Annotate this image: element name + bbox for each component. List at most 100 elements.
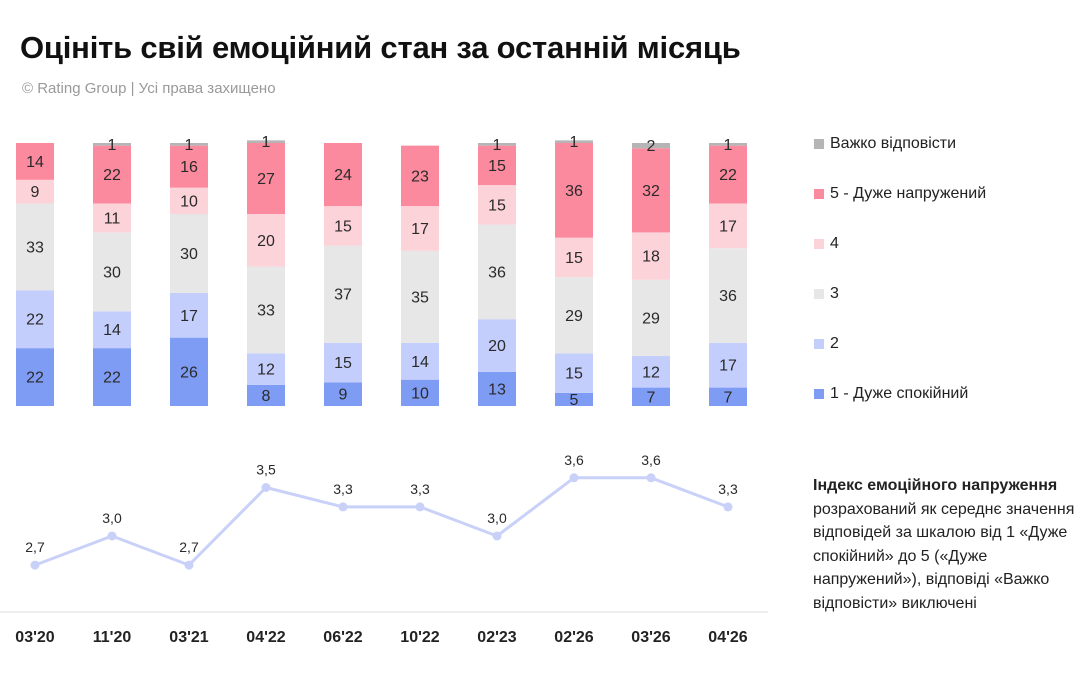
index-point-label: 2,7 xyxy=(25,539,45,555)
category-label: 11'20 xyxy=(93,629,132,646)
bar-segment-label: 15 xyxy=(488,158,506,175)
legend-label: Важко відповісти xyxy=(830,135,956,153)
index-note-title: Індекс емоційного напруження xyxy=(813,474,1075,498)
bar-segment-label: 36 xyxy=(565,183,583,200)
legend-label: 1 - Дуже спокійний xyxy=(830,385,968,403)
bar-segment-label: 23 xyxy=(411,168,429,185)
bar-segment-label: 15 xyxy=(334,218,352,235)
bar-segment-label: 36 xyxy=(488,264,506,281)
legend-item: 4 xyxy=(814,235,839,253)
bar-segment-label: 12 xyxy=(257,362,275,379)
bar-segment-label: 12 xyxy=(642,364,660,381)
legend-swatch xyxy=(814,139,824,149)
legend-swatch xyxy=(814,289,824,299)
bar-segment-label: 7 xyxy=(724,389,733,406)
legend-item: 1 - Дуже спокійний xyxy=(814,385,968,403)
bar-segment-label: 15 xyxy=(565,250,583,267)
bar-segment-label: 1 xyxy=(262,134,271,151)
bar-segment-label: 1 xyxy=(493,137,502,154)
chart-area: 2222339142214301122126173010161812332027… xyxy=(0,0,790,692)
bar-segment-label: 11 xyxy=(104,210,121,227)
legend-label: 5 - Дуже напружений xyxy=(830,185,986,203)
index-point-label: 3,0 xyxy=(487,510,507,526)
bar-segment-label: 30 xyxy=(103,264,121,281)
bar-segment-label: 33 xyxy=(26,239,44,256)
index-point-label: 3,0 xyxy=(102,510,122,526)
bar-segment-label: 9 xyxy=(339,387,348,404)
bar-segment-label: 15 xyxy=(488,197,506,214)
legend-item: Важко відповісти xyxy=(814,135,956,153)
index-point xyxy=(493,532,502,541)
bar-segment-label: 35 xyxy=(411,289,429,306)
bar-segment-label: 27 xyxy=(257,171,275,188)
index-point-label: 2,7 xyxy=(179,539,199,555)
bar-segment-label: 15 xyxy=(334,355,352,372)
category-label: 04'26 xyxy=(708,629,748,646)
bar-segment-label: 13 xyxy=(488,381,506,398)
index-point xyxy=(108,532,117,541)
bar-segment-label: 24 xyxy=(334,167,352,184)
index-point xyxy=(724,502,733,511)
bar-segment-label: 15 xyxy=(565,366,583,383)
bar-segment-label: 17 xyxy=(719,358,737,375)
category-label: 02'23 xyxy=(477,629,517,646)
bar-segment-label: 30 xyxy=(180,246,198,263)
bar-segment-label: 29 xyxy=(565,308,583,325)
legend-swatch xyxy=(814,389,824,399)
bar-segment-label: 22 xyxy=(103,370,121,387)
bar-segment-label: 22 xyxy=(103,167,121,184)
legend-item: 3 xyxy=(814,285,839,303)
bar-segment-label: 10 xyxy=(411,385,429,402)
bar-segment-label: 1 xyxy=(724,137,733,154)
legend-label: 4 xyxy=(830,235,839,253)
bar-segment-label: 1 xyxy=(570,134,579,151)
index-point xyxy=(185,561,194,570)
legend-label: 3 xyxy=(830,285,839,303)
category-label: 04'22 xyxy=(246,629,286,646)
bar-segment-label: 22 xyxy=(719,167,737,184)
index-point xyxy=(339,502,348,511)
bar-segment-label: 14 xyxy=(103,322,121,339)
bar-segment-label: 9 xyxy=(31,184,40,201)
bar-segment-label: 16 xyxy=(180,159,198,176)
category-label: 03'21 xyxy=(169,629,209,646)
index-point xyxy=(262,483,271,492)
bar-segment-label: 17 xyxy=(411,221,429,238)
index-point xyxy=(31,561,40,570)
index-point-label: 3,3 xyxy=(718,481,738,497)
bar-segment-label: 22 xyxy=(26,370,44,387)
bar-segment-label: 7 xyxy=(647,389,656,406)
bar-segment-label: 5 xyxy=(570,392,579,409)
legend-label: 2 xyxy=(830,335,839,353)
index-note: Індекс емоційного напруження розраховани… xyxy=(813,474,1075,615)
bar-segment-label: 33 xyxy=(257,303,275,320)
bar-segment-label: 1 xyxy=(108,137,117,154)
bar-segment-label: 20 xyxy=(488,338,506,355)
category-label: 06'22 xyxy=(323,629,363,646)
bar-segment-label: 22 xyxy=(26,312,44,329)
index-point-label: 3,6 xyxy=(641,452,661,468)
stacked-bars: 2222339142214301122126173010161812332027… xyxy=(16,134,747,409)
index-point-label: 3,6 xyxy=(564,452,584,468)
index-note-text: розрахований як середнє значення відпові… xyxy=(813,501,1074,612)
legend-item: 5 - Дуже напружений xyxy=(814,185,986,203)
bar-segment-label: 10 xyxy=(180,193,198,210)
bar-segment-label: 14 xyxy=(411,354,429,371)
bar-segment-label: 26 xyxy=(180,364,198,381)
bar-segment-label: 17 xyxy=(180,308,198,325)
bar-segment-label: 2 xyxy=(647,138,656,155)
bar-segment-label: 18 xyxy=(642,249,660,266)
bar-segment-label: 36 xyxy=(719,288,737,305)
category-label: 10'22 xyxy=(400,629,440,646)
index-point xyxy=(570,473,579,482)
index-line-chart: 2,7 3,0 2,7 3,5 3,3 3,3 3,0 3,6 3,6 3,3 xyxy=(25,452,738,570)
category-axis: 03'20 11'20 03'21 04'22 06'22 10'22 02'23 02'26… xyxy=(15,629,748,646)
bar-segment-label: 32 xyxy=(642,183,660,200)
legend-swatch xyxy=(814,339,824,349)
index-point xyxy=(647,473,656,482)
bar-segment-label: 20 xyxy=(257,233,275,250)
bar-segment-label: 17 xyxy=(719,218,737,235)
index-point-label: 3,3 xyxy=(410,481,430,497)
category-label: 02'26 xyxy=(554,629,594,646)
legend-item: 2 xyxy=(814,335,839,353)
